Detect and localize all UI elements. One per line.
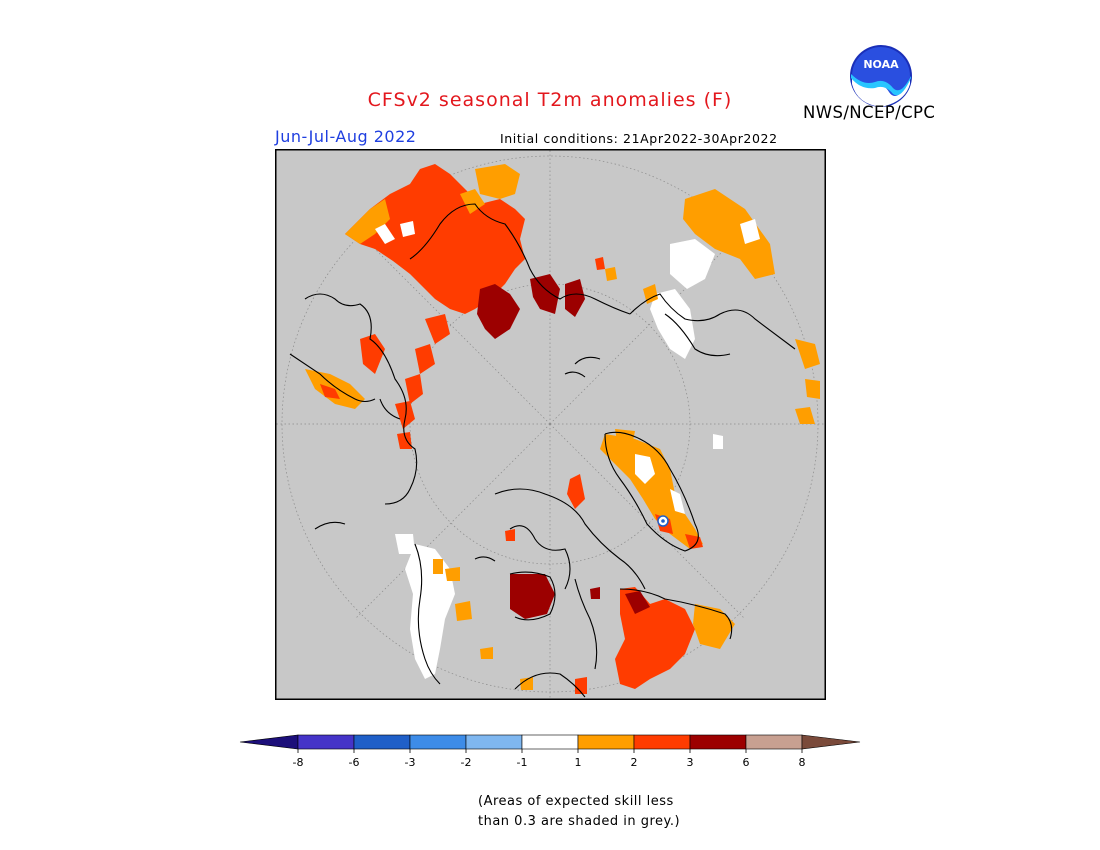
anomaly-greenland: [600, 429, 723, 549]
map-title: CFSv2 seasonal T2m anomalies (F): [367, 89, 733, 111]
legend-tick-label: -2: [461, 756, 472, 769]
legend-tick-label: -6: [349, 756, 360, 769]
legend-tick-label: -1: [517, 756, 528, 769]
legend-bin: [409, 734, 467, 750]
legend-tick-label: 2: [631, 756, 638, 769]
anomaly-map: [275, 149, 826, 700]
legend-bin: [353, 734, 411, 750]
legend-bin: [521, 734, 579, 750]
legend-bin: [297, 734, 355, 750]
forecast-period: Jun-Jul-Aug 2022: [275, 127, 417, 146]
legend-tick-label: 8: [799, 756, 806, 769]
initial-conditions: Initial conditions: 21Apr2022-30Apr2022: [500, 131, 778, 146]
anomaly-north-america: [480, 474, 735, 694]
color-legend: -8 -6 -3 -2 -1 1 2 3 6 8: [239, 734, 861, 769]
anomaly-eurasia: [305, 164, 617, 449]
legend-bin: [633, 734, 691, 750]
legend-arrow-high: [801, 734, 861, 750]
map-frame: [275, 149, 826, 700]
legend-tick-label: -3: [405, 756, 416, 769]
legend-arrow-low: [239, 734, 299, 750]
anomaly-pacific: [643, 189, 820, 424]
legend-bin: [745, 734, 803, 750]
skill-note-line-2: than 0.3 are shaded in grey.): [478, 814, 681, 829]
anomaly-alaska: [395, 534, 472, 679]
agency-label: NWS/NCEP/CPC: [803, 103, 936, 122]
coastlines: [289, 203, 796, 698]
skill-note: (Areas of expected skill less than 0.3 a…: [478, 792, 778, 832]
noaa-logo-icon: NOAA: [850, 45, 912, 107]
legend-bin: [465, 734, 523, 750]
logo-text: NOAA: [863, 58, 899, 71]
legend-bin: [577, 734, 635, 750]
legend-tick-label: 6: [743, 756, 750, 769]
legend-tick-label: -8: [293, 756, 304, 769]
skill-note-line-1: (Areas of expected skill less: [478, 794, 674, 809]
legend-tick-label: 3: [687, 756, 694, 769]
legend-tick-label: 1: [575, 756, 582, 769]
legend-bin: [689, 734, 747, 750]
